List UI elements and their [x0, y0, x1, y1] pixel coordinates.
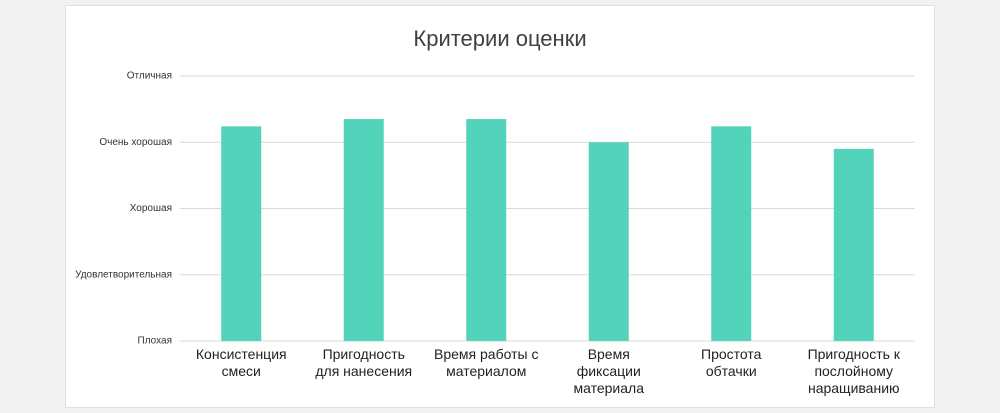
y-tick-label: Удовлетворительная	[75, 269, 172, 280]
bar	[588, 142, 629, 341]
y-tick-label: Отличная	[127, 71, 172, 82]
bar	[711, 126, 752, 341]
x-tick-label: Время работы с материалом	[434, 346, 539, 379]
x-tick-label: Простота обтачки	[701, 346, 762, 379]
y-tick-label: Очень хорошая	[99, 137, 172, 148]
bar	[466, 119, 507, 341]
x-tick-label: Пригодность к послойному наращиванию	[807, 346, 900, 396]
y-tick-label: Хорошая	[130, 203, 172, 214]
x-tick-label: Пригодность для нанесения	[315, 346, 413, 379]
chart-title: Критерии оценки	[413, 26, 586, 51]
bar	[221, 126, 262, 341]
x-tick-label: Время фиксации материала	[573, 346, 645, 396]
x-tick-label: Консистенция смеси	[195, 346, 287, 379]
y-tick-label: Плохая	[138, 336, 172, 347]
bar	[833, 148, 874, 341]
bar	[343, 119, 384, 341]
